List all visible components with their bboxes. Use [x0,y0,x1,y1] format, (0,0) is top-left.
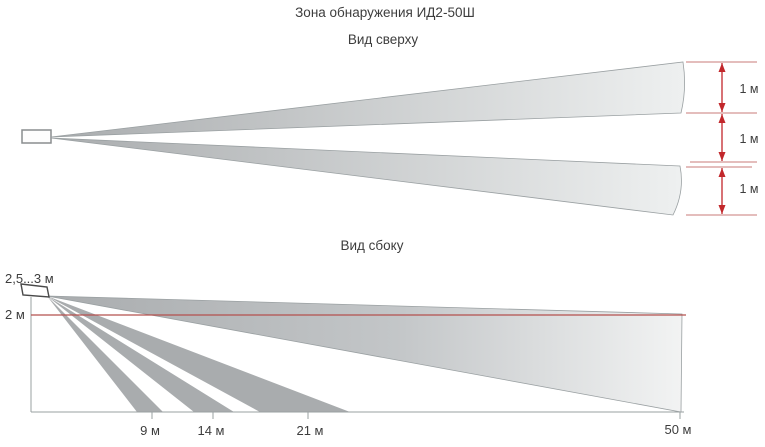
top-view-lower-beam [50,137,682,216]
detector-icon-top-view [21,129,52,144]
side-view-beam-21m [47,296,350,412]
side-view: 2,5...3 м 2 м 9 м 14 м 21 м 50 м [5,271,692,438]
range-label-9m: 9 м [140,423,160,438]
dimension-arrow-upper-beam [718,63,726,112]
top-view-upper-beam [50,61,685,138]
side-view-title: Вид сбоку [341,238,404,253]
top-view: 1 м 1 м 1 м [21,61,759,216]
dimension-extension-lines [686,61,757,216]
range-label-21m: 21 м [296,423,323,438]
side-view-main-beam [46,295,683,413]
detector-icon-side-view [20,283,50,298]
distance-ticks [151,412,681,419]
dimension-arrow-beam-gap [718,114,726,161]
side-view-beam-9m [47,296,163,412]
dimension-arrow-lower-beam [718,168,726,214]
beam-width-label-3: 1 м [739,182,758,196]
diagram-title: Зона обнаружения ИД2-50Ш [295,5,475,20]
top-view-title: Вид сверху [348,32,419,47]
detection-height-label: 2 м [5,307,25,322]
side-view-beam-14m [47,296,234,412]
beam-width-label-2: 1 м [739,132,758,146]
range-label-50m: 50 м [664,422,691,437]
range-label-14m: 14 м [197,423,224,438]
mount-height-label: 2,5...3 м [5,271,54,286]
beam-width-label-1: 1 м [739,82,758,96]
